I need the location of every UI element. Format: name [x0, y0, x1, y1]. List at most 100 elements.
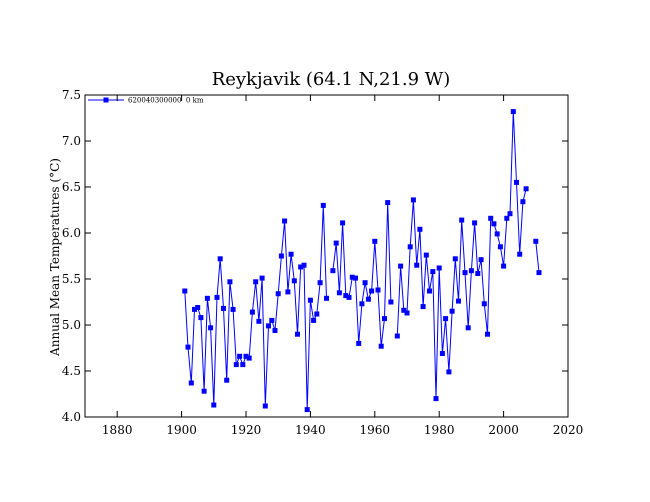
data-point [301, 262, 307, 268]
data-point [494, 231, 500, 237]
x-tick-label: 1940 [295, 423, 326, 437]
data-point [468, 268, 474, 274]
data-point [272, 328, 278, 333]
data-point [227, 279, 233, 285]
data-point [314, 311, 320, 317]
data-point [304, 407, 310, 413]
data-point [446, 369, 452, 375]
data-point [452, 256, 458, 262]
data-point [369, 288, 375, 294]
data-point [398, 263, 404, 269]
data-point [349, 274, 355, 280]
data-point [423, 252, 429, 258]
data-point [485, 331, 490, 337]
data-point [230, 306, 236, 312]
data-point [382, 316, 387, 322]
data-point [407, 244, 413, 250]
data-point [259, 275, 265, 281]
data-point [414, 262, 420, 268]
data-point [501, 263, 507, 269]
data-point [401, 307, 407, 313]
data-point [211, 402, 217, 408]
series-line [535, 241, 540, 273]
x-tick-label: 2020 [553, 423, 584, 437]
data-point [278, 253, 284, 259]
data-point [362, 280, 368, 286]
data-point [330, 268, 336, 274]
data-point [533, 238, 539, 244]
data-point [449, 308, 455, 314]
legend-label: 620040300000 0 km [128, 97, 204, 105]
data-point [233, 362, 239, 368]
data-point [185, 344, 191, 350]
data-point [365, 296, 371, 302]
data-point [475, 271, 481, 276]
data-point [224, 377, 230, 383]
data-point [195, 305, 201, 310]
data-point [282, 218, 288, 224]
x-tick-label: 1920 [231, 423, 262, 437]
data-point [311, 317, 317, 323]
axes: 1880 1900 1920 1940 1960 1980 2000 2020 4.0 4.5 5.… [62, 88, 583, 437]
data-point [317, 280, 323, 286]
data-point [504, 215, 510, 221]
y-axis-label: Annual Mean Temperatures (°C) [48, 158, 62, 357]
data-point [378, 343, 384, 349]
data-point [214, 294, 220, 300]
data-point [517, 251, 523, 257]
x-tick-label: 2000 [488, 423, 519, 437]
y-tick-label: 4.0 [62, 410, 81, 424]
x-tick-label: 1960 [360, 423, 391, 437]
data-point [298, 264, 304, 270]
data-point [375, 287, 381, 293]
series-line [184, 205, 327, 410]
data-point [221, 305, 226, 311]
data-point [307, 297, 313, 303]
data-point [417, 226, 423, 232]
data-point [237, 353, 243, 359]
data-point [430, 269, 436, 275]
data-point [404, 310, 410, 316]
data-point [201, 388, 207, 394]
data-point [456, 298, 461, 304]
data-point [246, 355, 252, 361]
data-point [472, 220, 478, 226]
data-point [478, 257, 484, 263]
legend: 620040300000 0 km [88, 97, 204, 105]
data-point [436, 265, 442, 271]
y-tick-label: 5.0 [62, 318, 81, 332]
data-point [433, 396, 439, 402]
data-point [481, 301, 487, 307]
data-point [536, 270, 542, 276]
data-point [514, 179, 519, 185]
data-point [288, 251, 294, 257]
data-point [262, 403, 268, 409]
y-tick-label: 6.5 [62, 180, 81, 194]
data-point [523, 186, 529, 192]
data-point [510, 109, 516, 115]
data-point [520, 199, 526, 205]
data-point [295, 331, 300, 337]
data-point [356, 340, 362, 346]
data-point [188, 380, 194, 386]
plot-frame [84, 94, 569, 418]
data-point [388, 299, 394, 305]
data-point [346, 294, 352, 300]
data-series [182, 109, 542, 413]
legend-marker [103, 97, 109, 103]
y-tick-label: 4.5 [62, 364, 81, 378]
data-point [439, 351, 445, 356]
data-point [192, 306, 197, 312]
data-point [372, 238, 378, 244]
data-point [462, 270, 468, 276]
data-point [333, 240, 339, 246]
data-point [385, 200, 391, 206]
data-point [182, 288, 188, 294]
data-point [343, 293, 349, 299]
data-point [240, 362, 246, 368]
data-point [285, 289, 291, 295]
data-point [269, 317, 275, 323]
data-point [465, 325, 471, 331]
data-point [443, 316, 449, 322]
